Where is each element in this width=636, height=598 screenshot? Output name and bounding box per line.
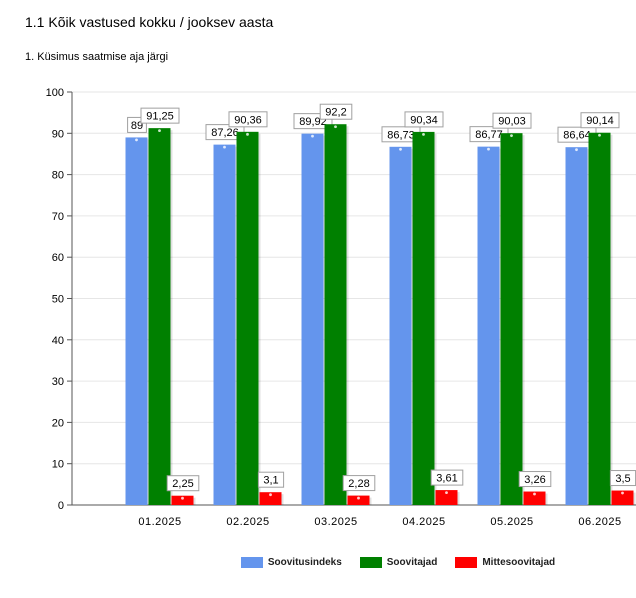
data-label-box — [518, 471, 552, 488]
y-tick-label: 50 — [52, 294, 64, 306]
bar-marker — [246, 132, 249, 136]
bar — [611, 490, 634, 505]
bar-marker — [399, 147, 402, 151]
bar-marker — [223, 145, 226, 149]
bar-marker — [181, 496, 184, 500]
data-label-box — [580, 112, 620, 129]
bar — [565, 147, 588, 505]
y-tick-label: 70 — [52, 211, 64, 223]
data-label: 2,28 — [348, 478, 369, 490]
x-tick-label: 03.2025 — [314, 516, 357, 528]
legend-swatch — [240, 557, 263, 568]
y-tick-label: 20 — [52, 417, 64, 429]
data-label-box — [430, 469, 464, 486]
bar — [171, 495, 194, 505]
data-label: 3,1 — [263, 475, 278, 487]
bar-marker — [510, 134, 513, 138]
legend-swatch — [455, 557, 478, 568]
bar — [500, 133, 523, 506]
bar-marker — [269, 493, 272, 497]
bar-marker — [621, 491, 624, 495]
data-label: 86,73 — [387, 129, 415, 141]
legend-label: Soovitajad — [386, 557, 438, 568]
data-label: 3,5 — [615, 473, 630, 485]
data-label: 2,25 — [172, 478, 193, 490]
y-tick-label: 10 — [52, 459, 64, 471]
bar-marker — [334, 125, 337, 129]
y-tick-label: 30 — [52, 376, 64, 388]
data-label: 86,77 — [475, 129, 503, 141]
y-tick-label: 40 — [52, 335, 64, 347]
bar-marker — [445, 491, 448, 494]
y-tick-label: 80 — [52, 170, 64, 182]
data-label: 90,03 — [498, 116, 526, 128]
bar-marker — [158, 129, 161, 133]
x-tick-label: 06.2025 — [578, 516, 621, 528]
legend-item: Mittesoovitajad — [455, 557, 555, 568]
bar — [347, 495, 370, 505]
bar-marker — [487, 147, 490, 151]
data-label: 86,64 — [563, 130, 591, 142]
bar — [477, 146, 500, 505]
legend-item: Soovitusindeks — [240, 557, 342, 568]
page-title: 1.1 Kõik vastused kokku / jooksev aasta — [25, 14, 274, 30]
legend-label: Mittesoovitajad — [482, 557, 556, 568]
bar-marker — [135, 138, 138, 142]
data-label: 90,34 — [410, 114, 438, 126]
data-label: 87,26 — [211, 127, 239, 139]
bar — [148, 128, 171, 505]
bar — [324, 124, 347, 506]
data-label: 91,25 — [146, 111, 174, 123]
data-label: 90,14 — [586, 115, 614, 127]
legend-item: Soovitajad — [359, 557, 438, 568]
data-label-box — [257, 471, 285, 488]
data-label: 3,26 — [524, 474, 545, 486]
data-label-box — [492, 112, 532, 129]
data-label: 3,61 — [436, 473, 457, 485]
data-label: 90,36 — [234, 114, 262, 126]
chart-subtitle: 1. Küsimus saatmise aja järgi — [25, 51, 169, 63]
x-tick-label: 05.2025 — [490, 516, 533, 528]
data-label-box — [404, 111, 444, 128]
x-tick-label: 01.2025 — [138, 516, 181, 528]
data-label-box — [228, 111, 268, 128]
y-tick-label: 60 — [52, 252, 64, 264]
bar — [588, 132, 611, 505]
bar-marker — [422, 132, 425, 136]
bar — [236, 131, 259, 505]
data-label: 92,2 — [325, 107, 346, 119]
bar — [435, 490, 458, 505]
legend-swatch — [359, 557, 382, 568]
data-label: 89 — [131, 120, 143, 132]
legend-label: Soovitusindeks — [267, 557, 342, 568]
x-tick-label: 04.2025 — [402, 516, 445, 528]
chart-legend: Soovitusindeks Soovitajad Mittesoovitaja… — [0, 557, 636, 568]
bar — [389, 146, 412, 505]
bar — [412, 131, 435, 505]
data-label-box — [140, 107, 180, 124]
bar-marker — [533, 492, 536, 496]
bar — [213, 144, 236, 505]
bar — [259, 492, 282, 505]
x-tick-label: 02.2025 — [226, 516, 269, 528]
data-label-box — [166, 475, 200, 492]
y-tick-label: 100 — [46, 87, 64, 99]
y-tick-label: 90 — [52, 128, 64, 140]
data-label-box — [319, 103, 353, 120]
bar-marker — [575, 148, 578, 152]
data-label-box — [342, 475, 376, 492]
bar — [125, 137, 148, 505]
bar-marker — [357, 496, 360, 500]
y-tick-label: 0 — [58, 500, 64, 512]
bar-marker — [311, 134, 314, 138]
bar-marker — [598, 133, 601, 137]
bar — [523, 491, 546, 505]
bar — [301, 133, 324, 505]
